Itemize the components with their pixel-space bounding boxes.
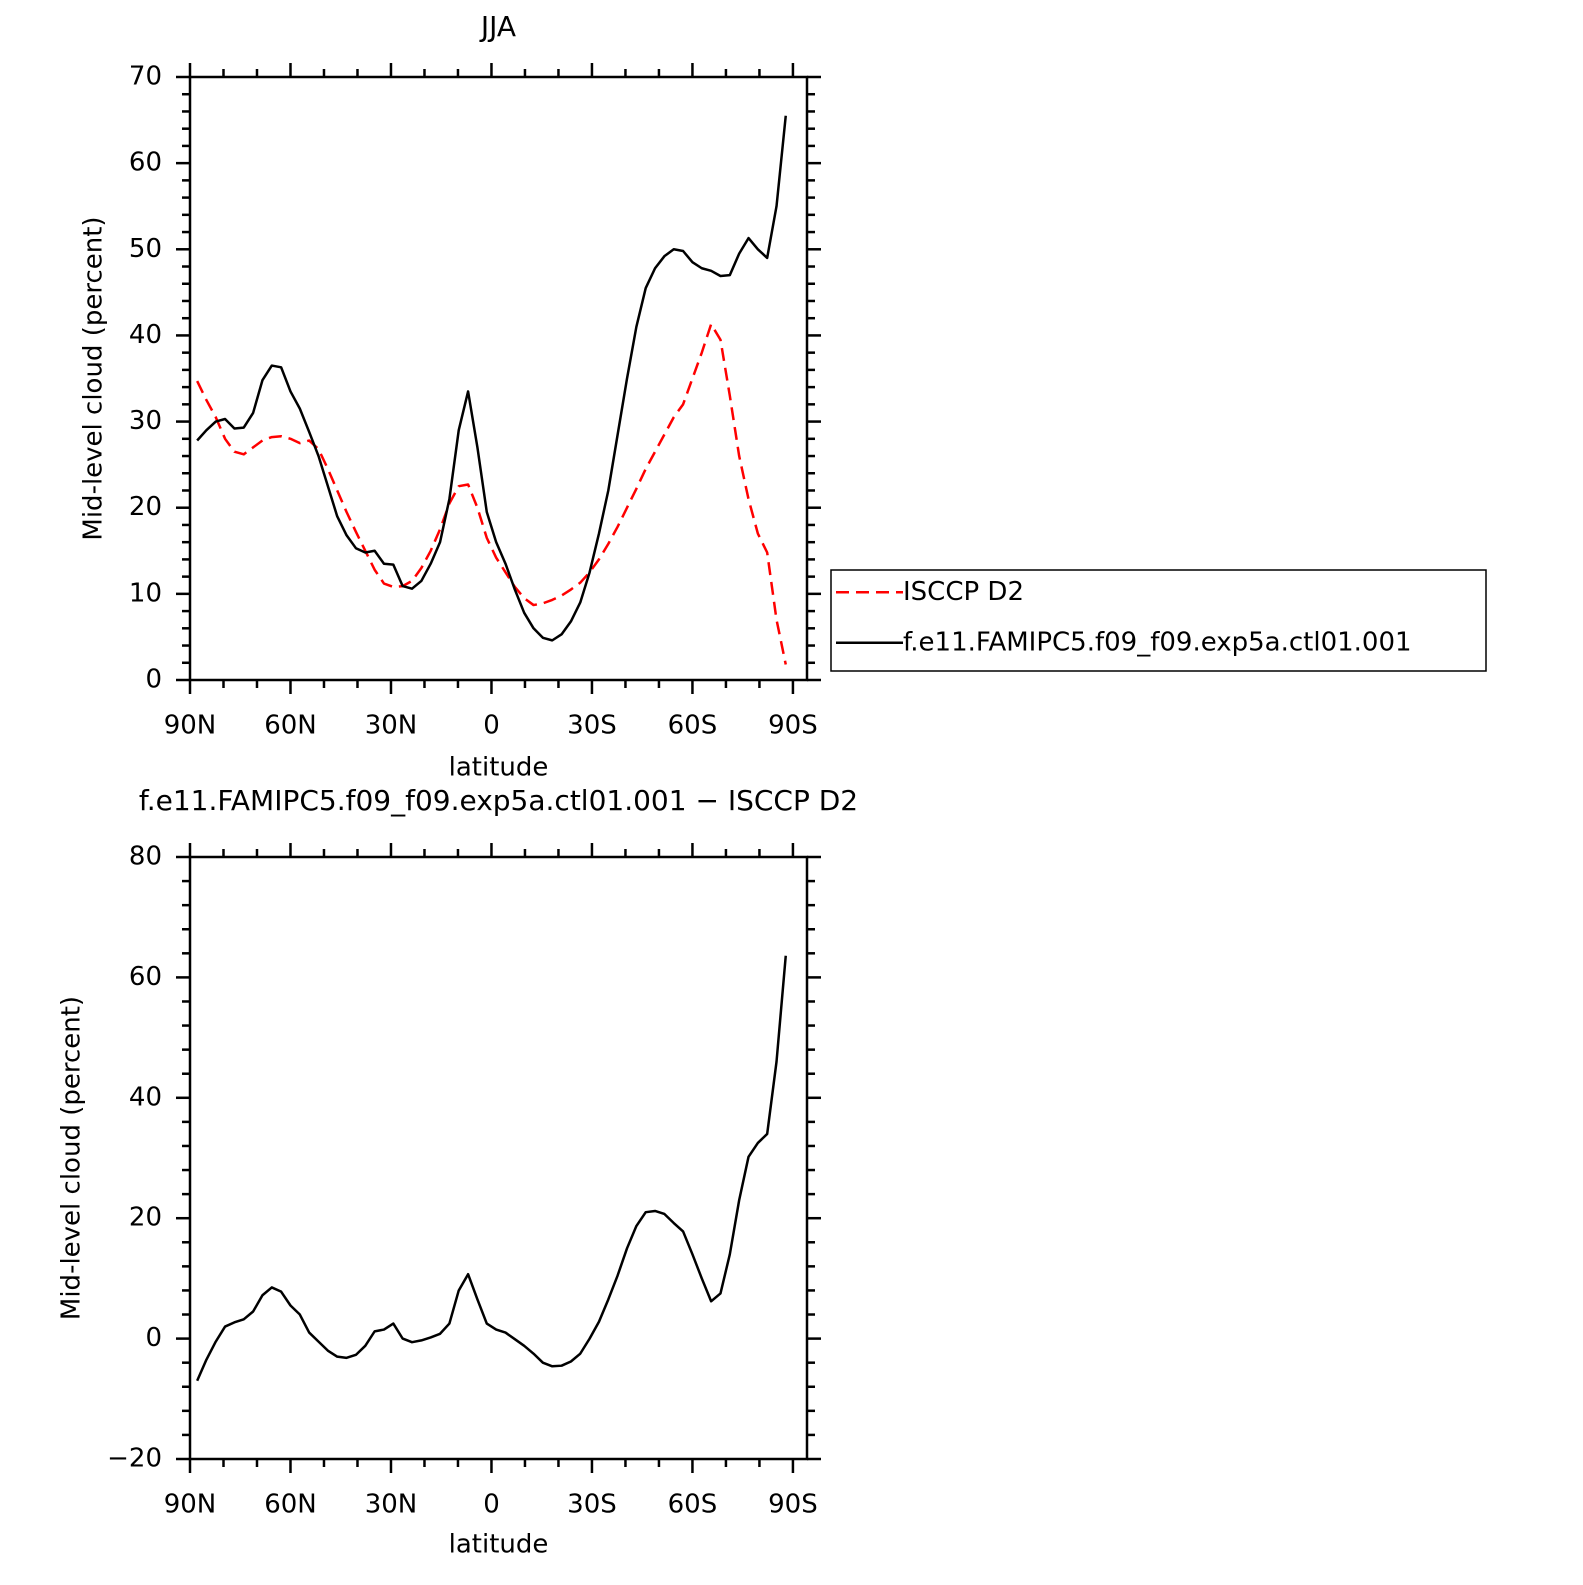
data-line	[196, 955, 788, 1382]
x-tick-label: 60N	[264, 711, 317, 741]
legend-box	[830, 569, 1487, 672]
y-tick-label: 70	[129, 62, 162, 92]
legend-label: f.e11.FAMIPC5.f09_f09.exp5a.ctl01.001	[903, 627, 1412, 657]
y-tick-label: 20	[129, 492, 162, 522]
x-axis-label: latitude	[449, 1530, 549, 1560]
chart-title: JJA	[479, 10, 516, 43]
legend-label: ISCCP D2	[903, 577, 1024, 607]
x-tick-label: 60N	[264, 1490, 317, 1520]
y-tick-label: −20	[107, 1444, 162, 1474]
y-tick-label: 80	[129, 842, 162, 872]
y-tick-label: 0	[145, 1323, 162, 1353]
y-tick-label: 50	[129, 234, 162, 264]
y-tick-label: 0	[145, 665, 162, 695]
x-tick-label: 60S	[668, 1490, 718, 1520]
chart-title: f.e11.FAMIPC5.f09_f09.exp5a.ctl01.001 − …	[139, 784, 858, 817]
x-tick-label: 30S	[567, 711, 617, 741]
x-tick-label: 60S	[668, 711, 718, 741]
plot-frame	[188, 75, 809, 682]
y-tick-label: 40	[129, 320, 162, 350]
x-tick-label: 30N	[365, 1490, 418, 1520]
x-tick-label: 90N	[164, 1490, 217, 1520]
y-tick-label: 10	[129, 578, 162, 608]
x-tick-label: 90S	[768, 1490, 818, 1520]
x-axis-label: latitude	[449, 753, 549, 783]
y-tick-label: 40	[129, 1082, 162, 1112]
y-axis-label: Mid-level cloud (percent)	[79, 216, 109, 540]
x-tick-label: 90S	[768, 711, 818, 741]
y-tick-label: 20	[129, 1203, 162, 1233]
x-tick-label: 90N	[164, 711, 217, 741]
data-line	[196, 322, 787, 665]
plot-frame	[188, 855, 809, 1461]
x-tick-label: 0	[483, 711, 500, 741]
y-tick-label: 60	[129, 148, 162, 178]
data-line	[196, 115, 788, 642]
x-tick-label: 30S	[567, 1490, 617, 1520]
x-tick-label: 0	[483, 1490, 500, 1520]
x-tick-label: 30N	[365, 711, 418, 741]
y-axis-label: Mid-level cloud (percent)	[57, 996, 87, 1320]
y-tick-label: 60	[129, 962, 162, 992]
y-tick-label: 30	[129, 406, 162, 436]
